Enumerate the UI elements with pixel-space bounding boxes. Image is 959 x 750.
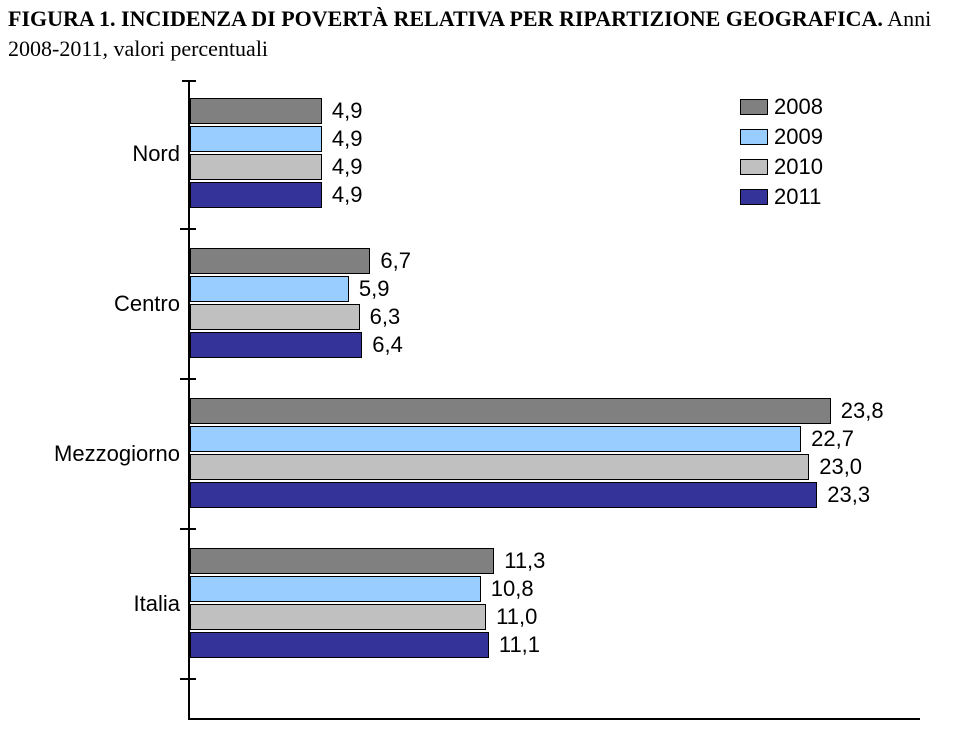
bar-value-label: 10,8 [491,576,534,602]
legend-swatch [740,189,768,205]
bar [190,454,809,480]
chart-group: Centro6,75,96,36,4 [80,248,920,358]
legend: 2008 2009 2010 2011 [740,92,823,212]
legend-item: 2008 [740,92,823,122]
bar [190,332,362,358]
bar [190,248,370,274]
legend-item: 2009 [740,122,823,152]
bar-value-label: 23,3 [827,482,870,508]
axis-x [188,718,920,720]
axis-tick [180,528,196,530]
axis-tick [180,678,196,680]
legend-label: 2008 [774,94,823,120]
bar-value-label: 6,7 [380,248,411,274]
bar [190,632,489,658]
bar [190,548,494,574]
bar-value-label: 6,4 [372,332,403,358]
legend-item: 2011 [740,182,823,212]
legend-label: 2010 [774,154,823,180]
chart-group: Mezzogiorno23,822,723,023,3 [80,398,920,508]
bar-value-label: 4,9 [332,126,363,152]
legend-swatch [740,99,768,115]
bar [190,276,349,302]
bar-value-label: 11,1 [499,632,540,658]
bar-value-label: 4,9 [332,154,363,180]
chart-group: Italia11,310,811,011,1 [80,548,920,658]
legend-label: 2009 [774,124,823,150]
legend-label: 2011 [774,184,821,210]
bar [190,304,360,330]
bar-value-label: 23,0 [819,454,862,480]
bar [190,126,322,152]
bar [190,426,801,452]
legend-swatch [740,159,768,175]
bar [190,182,322,208]
poverty-bar-chart: Nord4,94,94,94,9Centro6,75,96,36,4Mezzog… [80,80,920,740]
bar-value-label: 11,0 [496,604,537,630]
legend-swatch [740,129,768,145]
title-bold: FIGURA 1. INCIDENZA DI POVERTÀ RELATIVA … [8,6,883,31]
bar-value-label: 22,7 [811,426,854,452]
bar [190,482,817,508]
bar-value-label: 4,9 [332,182,363,208]
bar-value-label: 11,3 [504,548,545,574]
bar-value-label: 6,3 [370,304,401,330]
axis-tick [180,378,196,380]
category-label: Nord [10,141,180,167]
bar [190,154,322,180]
legend-item: 2010 [740,152,823,182]
bar [190,398,831,424]
bar [190,604,486,630]
bar [190,576,481,602]
page: FIGURA 1. INCIDENZA DI POVERTÀ RELATIVA … [0,0,959,750]
category-label: Centro [10,291,180,317]
bar-value-label: 4,9 [332,98,363,124]
category-label: Mezzogiorno [10,441,180,467]
category-label: Italia [10,591,180,617]
bar-value-label: 23,8 [841,398,884,424]
axis-tick [180,228,196,230]
bar-value-label: 5,9 [359,276,390,302]
bar [190,98,322,124]
figure-title: FIGURA 1. INCIDENZA DI POVERTÀ RELATIVA … [0,0,959,63]
